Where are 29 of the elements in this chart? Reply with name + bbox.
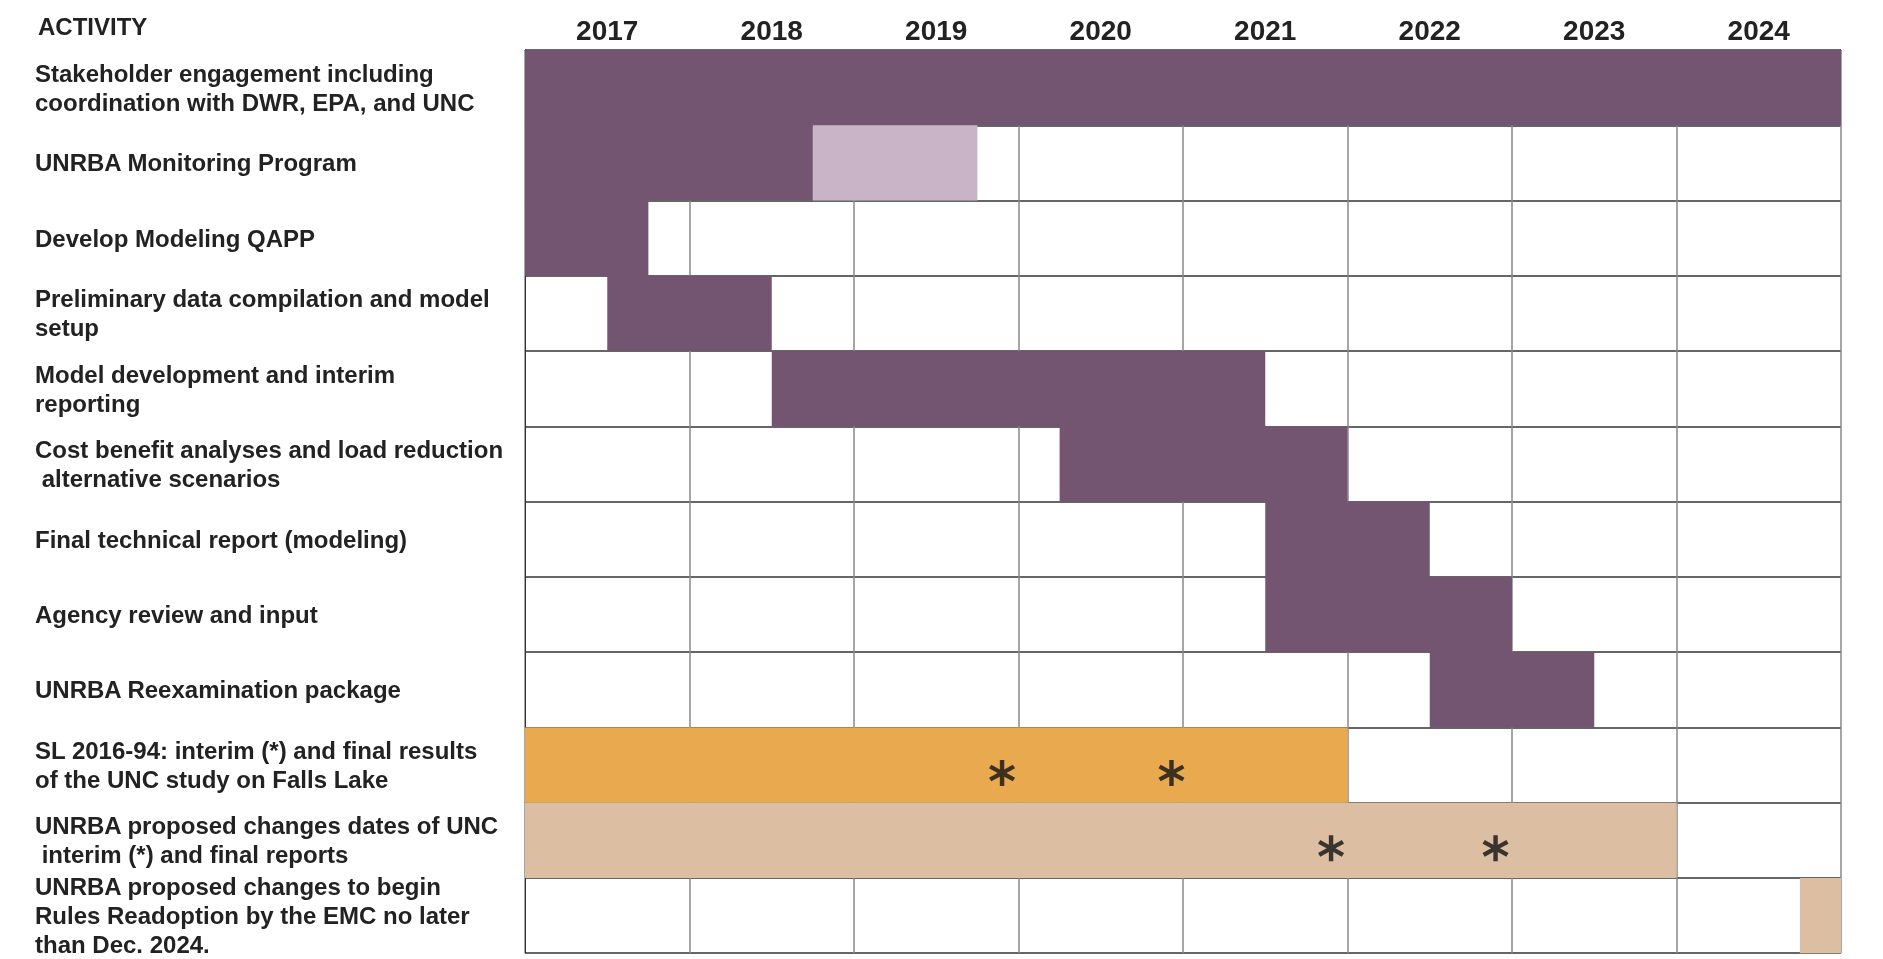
- point: [1158, 760, 1185, 787]
- x-tick-label: 2023: [1563, 14, 1626, 46]
- bar: [525, 802, 1677, 878]
- x-tick-label: 2019: [905, 14, 968, 46]
- y-tick-label: Final technical report (modeling): [35, 525, 408, 553]
- point: [1318, 835, 1345, 862]
- y-tick-label: Preliminary data compilation and model setup: [35, 285, 497, 342]
- y-tick-label: Stakeholder engagement including coordination with DWR, EPA, and UNC: [35, 59, 475, 116]
- y-tick-label: Develop Modeling QAPP: [35, 224, 316, 252]
- y-tick-label: SL 2016-94: interim (*) and final results of the UNC study on Falls Lake: [35, 737, 485, 794]
- x-tick-label: 2018: [740, 14, 803, 46]
- y-axis-title: ACTIVITY: [38, 12, 148, 40]
- bar: [812, 125, 978, 201]
- point: [1482, 835, 1509, 862]
- x-tick-label: 2024: [1727, 14, 1791, 46]
- x-tick-label: 2017: [576, 14, 639, 46]
- y-tick-label: Cost benefit analyses and load reduction alternative scenarios: [35, 435, 504, 492]
- y-tick-label: UNRBA proposed changes dates of UNC interim (*) and final reports: [35, 812, 499, 869]
- point: [989, 760, 1016, 787]
- y-tick-label: Model development and interim reporting: [35, 360, 402, 417]
- bar: [525, 727, 1348, 803]
- bar: [1799, 877, 1841, 954]
- y-tick-label: UNRBA Reexamination package: [35, 676, 401, 704]
- x-tick-label: 2022: [1398, 14, 1461, 46]
- x-tick-label: 2020: [1069, 14, 1132, 46]
- y-tick-label: Agency review and input: [35, 601, 318, 629]
- y-tick-label: UNRBA Monitoring Program: [35, 149, 357, 177]
- x-tick-label: 2021: [1234, 14, 1297, 46]
- y-tick-label: UNRBA proposed changes to begin Rules Readoption by the EMC no later than Dec. 2024.: [35, 873, 477, 959]
